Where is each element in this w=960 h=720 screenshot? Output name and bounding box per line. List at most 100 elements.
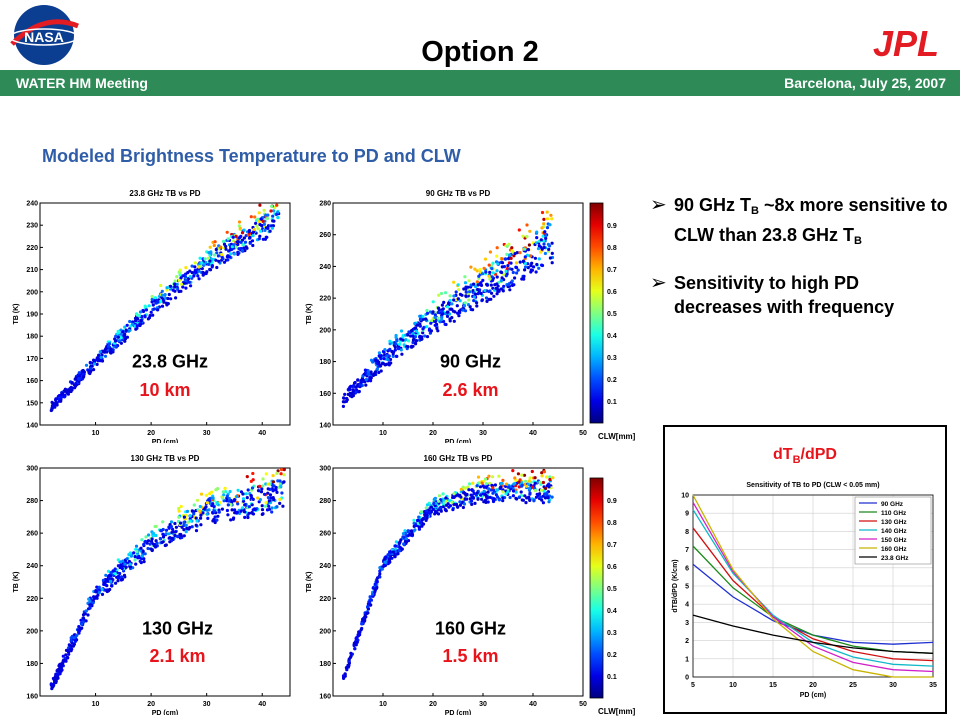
scatter-point [511, 486, 515, 490]
chart-title: 130 GHz TB vs PD [131, 454, 200, 463]
scatter-point [548, 256, 552, 260]
scatter-point [276, 215, 280, 220]
scatter-point [98, 350, 102, 354]
scatter-point [50, 405, 55, 409]
scatter-point [265, 508, 270, 512]
scatter-130ghz: 130 GHz TB vs PD 10 20 30 40 160 180 200 220 240 2… [13, 454, 291, 715]
scatter-point [73, 377, 77, 381]
scatter-point [504, 492, 508, 496]
scatter-point [378, 569, 382, 573]
scatter-point [254, 221, 258, 225]
scatter-point [110, 584, 114, 588]
scatter-point [58, 663, 62, 667]
scatter-point [391, 352, 395, 356]
scatter-point [545, 491, 549, 495]
scatter-point [395, 339, 399, 343]
header-band: WATER HM Meeting Barcelona, July 25, 200… [0, 70, 960, 96]
scatter-point [458, 292, 462, 296]
scatter-point [503, 257, 508, 261]
scatter-point [462, 304, 467, 308]
scatter-point [494, 286, 498, 290]
scatter-point [173, 285, 177, 289]
scatter-point [119, 336, 123, 340]
scatter-point [463, 275, 467, 279]
scatter-point [192, 503, 196, 507]
scatter-point [227, 255, 231, 259]
scatter-point [226, 503, 230, 507]
x-tick-label: 20 [147, 701, 155, 708]
scatter-point [414, 342, 418, 346]
scatter-point [164, 543, 168, 547]
scatter-point [473, 501, 477, 505]
distance-label: 10 km [139, 380, 190, 400]
scatter-point [499, 482, 503, 486]
scatter-point [420, 337, 424, 341]
scatter-point [533, 481, 537, 485]
y-tick-label: 10 [681, 493, 689, 500]
scatter-point [135, 313, 140, 317]
scatter-point [257, 219, 261, 224]
scatter-point [407, 530, 411, 534]
scatter-point [179, 521, 183, 525]
scatter-point [433, 510, 438, 514]
scatter-point [139, 319, 143, 323]
scatter-point [227, 496, 231, 501]
scatter-point [500, 270, 504, 275]
scatter-point [266, 491, 270, 495]
scatter-point [159, 283, 163, 288]
scatter-point [484, 493, 488, 497]
scatter-point [194, 529, 199, 533]
y-tick-label: 1 [685, 656, 689, 663]
scatter-point [184, 266, 188, 270]
scatter-point [177, 289, 181, 294]
scatter-point [247, 230, 251, 234]
scatter-point [97, 591, 101, 595]
scatter-point [409, 329, 413, 333]
scatter-point [266, 496, 270, 500]
scatter-point [418, 322, 422, 326]
scatter-point [142, 560, 146, 564]
scatter-point [501, 490, 505, 494]
scatter-point [364, 378, 368, 382]
scatter-point [451, 508, 455, 512]
scatter-point [207, 262, 211, 266]
scatter-point [448, 298, 452, 303]
scatter-point [73, 384, 78, 388]
scatter-point [249, 494, 253, 498]
scatter-point [529, 270, 533, 274]
scatter-point [481, 492, 485, 496]
scatter-point [538, 492, 542, 496]
scatter-point [475, 280, 479, 284]
scatter-point [500, 261, 505, 265]
series-line [692, 501, 934, 673]
scatter-point [111, 569, 115, 573]
scatter-point [69, 639, 73, 643]
scatter-point [491, 491, 495, 495]
bullet-list: ➢ 90 GHz TB ~8x more sensitive to CLW th… [650, 193, 950, 337]
chart-title: Sensitivity of TB to PD (CLW < 0.05 mm) [746, 482, 879, 489]
scatter-point [480, 272, 485, 276]
scatter-point [182, 515, 186, 519]
scatter-point [274, 485, 278, 490]
sensitivity-line-chart: dTB/dPD Sensitivity of TB to PD (CLW < 0.… [672, 446, 937, 699]
scatter-point [433, 323, 437, 327]
colorbar-strip [589, 477, 604, 699]
scatter-point [444, 503, 448, 507]
scatter-point [246, 488, 250, 492]
scatter-point [524, 484, 529, 488]
scatter-point [424, 506, 428, 510]
scatter-point [153, 544, 157, 548]
scatter-point [546, 242, 550, 246]
scatter-point [523, 268, 527, 272]
scatter-point [528, 486, 532, 490]
scatter-point [461, 505, 465, 510]
y-tick-label: 220 [26, 596, 38, 603]
scatter-point [142, 542, 146, 547]
y-tick-label: 150 [26, 400, 38, 407]
scatter-point [243, 249, 247, 253]
scatter-point [524, 479, 528, 483]
scatter-point [398, 342, 402, 346]
scatter-point [147, 533, 151, 537]
scatter-point [229, 518, 233, 522]
scatter-point [545, 210, 549, 214]
